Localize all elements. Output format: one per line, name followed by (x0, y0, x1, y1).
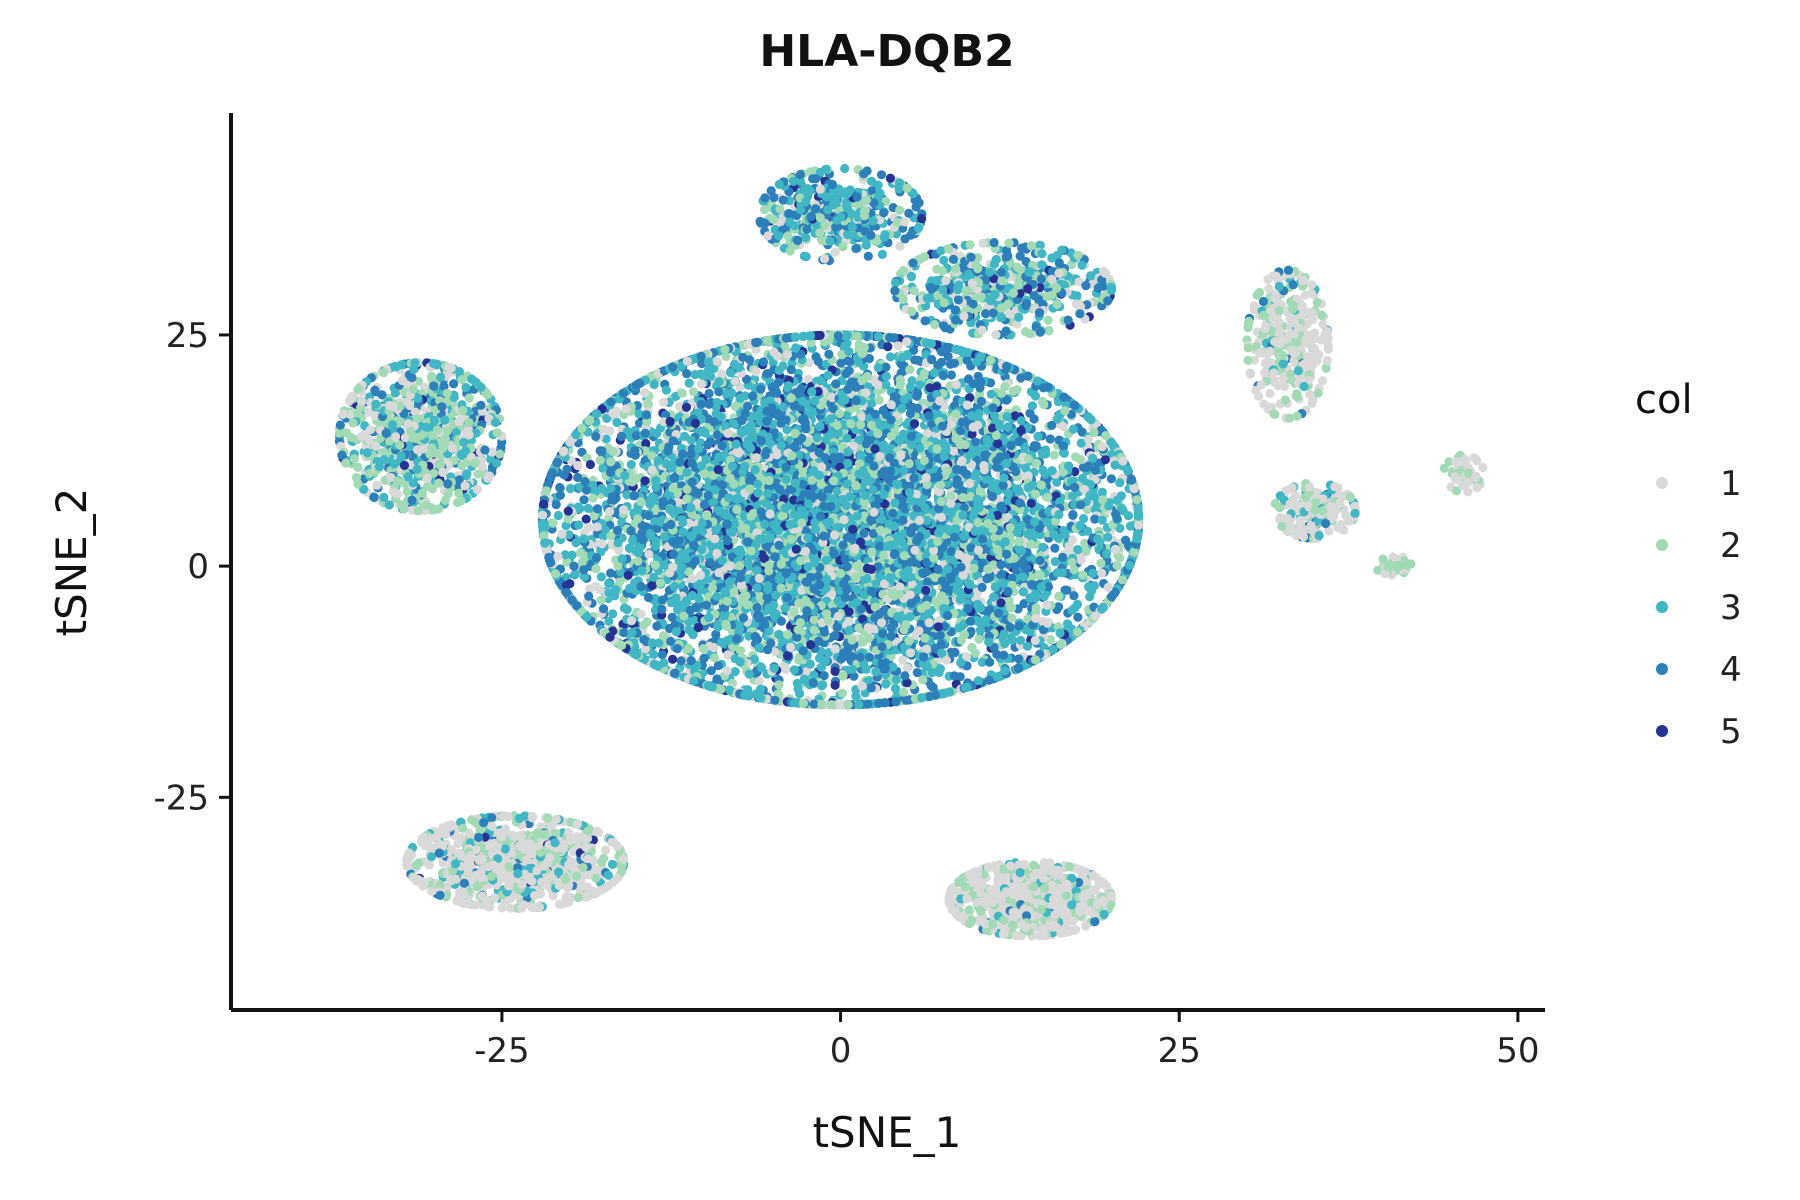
data-point (602, 413, 612, 423)
data-point (1123, 511, 1134, 521)
data-point (1058, 422, 1068, 432)
data-point (751, 345, 761, 355)
data-point (898, 655, 908, 665)
data-point (661, 385, 671, 395)
scatter-points (334, 163, 1488, 941)
data-point (779, 661, 789, 671)
data-point (579, 495, 589, 505)
data-point (1050, 557, 1060, 567)
data-point (1106, 474, 1116, 484)
data-point (1078, 570, 1088, 580)
data-point (804, 358, 814, 368)
data-point (754, 676, 765, 687)
data-point (902, 663, 913, 673)
data-point (585, 459, 596, 470)
data-point (1096, 558, 1106, 568)
data-point (837, 688, 848, 698)
data-point (786, 365, 796, 375)
data-point (885, 352, 896, 362)
data-point (712, 356, 722, 366)
data-point (601, 434, 611, 444)
data-point (929, 368, 940, 378)
data-point (970, 648, 980, 658)
data-point (571, 538, 581, 548)
data-point (803, 374, 814, 384)
data-point (762, 369, 772, 379)
data-point (1049, 450, 1059, 460)
data-point (677, 388, 687, 398)
data-point (1045, 434, 1055, 444)
data-point (699, 653, 709, 663)
data-point (657, 650, 668, 660)
data-point (565, 483, 576, 494)
data-point (581, 514, 591, 524)
data-point (946, 370, 957, 380)
data-point (652, 621, 662, 631)
data-point (864, 353, 875, 364)
data-point (605, 426, 615, 436)
data-point (700, 428, 710, 438)
data-point (682, 369, 692, 379)
data-point (658, 397, 669, 407)
data-point (1125, 521, 1136, 531)
data-point (639, 620, 649, 630)
data-point (1016, 635, 1026, 645)
data-point (877, 618, 887, 628)
data-point (830, 680, 840, 690)
data-point (698, 644, 708, 654)
data-point (604, 616, 614, 627)
data-point (1021, 463, 1031, 473)
data-point (757, 663, 767, 673)
data-point (819, 671, 829, 681)
data-point (684, 378, 694, 388)
data-point (711, 629, 721, 640)
data-point (713, 661, 723, 671)
data-point (1026, 498, 1036, 508)
data-point (805, 659, 815, 669)
data-point (1014, 621, 1024, 631)
data-point (1029, 414, 1039, 424)
data-point (1054, 591, 1064, 601)
data-point (591, 564, 601, 574)
chart-title: HLA-DQB2 (759, 26, 1014, 77)
data-point (730, 667, 740, 677)
data-point (912, 668, 922, 678)
data-point (817, 681, 827, 691)
data-point (841, 369, 851, 379)
data-point (925, 383, 935, 393)
data-point (780, 342, 790, 352)
data-point (933, 360, 943, 370)
data-point (744, 631, 754, 641)
data-point (1115, 523, 1125, 533)
data-point (636, 609, 646, 619)
data-point (836, 358, 846, 368)
data-point (1079, 513, 1089, 524)
data-point (778, 361, 788, 371)
data-point (706, 666, 716, 676)
